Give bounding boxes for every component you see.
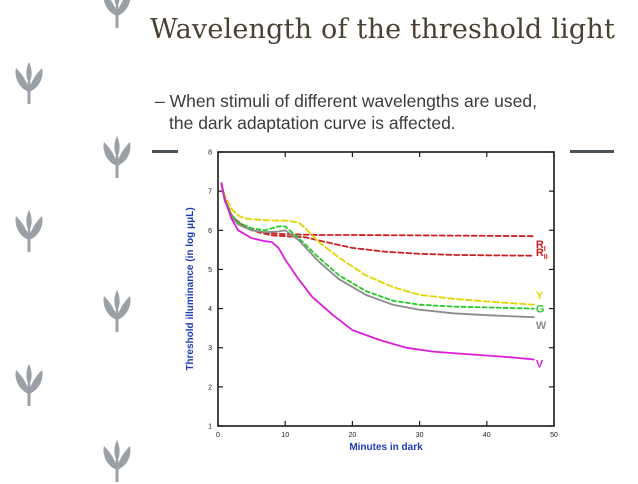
- y-tick-label: 1: [208, 424, 212, 431]
- leaf-sprig-icon: [15, 62, 43, 104]
- divider-left: [152, 150, 192, 153]
- leaf-sprig-icon: [15, 210, 43, 252]
- x-tick-label: 40: [483, 432, 491, 439]
- bullet-text: – When stimuli of different wavelengths …: [155, 90, 625, 134]
- leaf-sprig-icon: [103, 136, 131, 178]
- y-tick-label: 4: [208, 306, 212, 313]
- plot-frame: [217, 151, 555, 427]
- series-label-g: G: [536, 304, 545, 316]
- y-axis-label: Threshold illuminance (in log μμL): [185, 207, 196, 370]
- y-tick-label: 7: [208, 189, 212, 196]
- leaf-sprig-icon: [103, 0, 131, 28]
- x-tick-label: 10: [281, 432, 289, 439]
- x-tick-label: 50: [550, 432, 558, 439]
- series-line-w: [220, 182, 535, 319]
- x-tick-label: 20: [349, 432, 357, 439]
- y-tick-label: 3: [208, 345, 212, 352]
- bullet-dash: –: [155, 91, 165, 111]
- divider-right: [570, 150, 614, 153]
- series-line-ri: [220, 182, 535, 238]
- leaf-sprig-icon: [103, 440, 131, 482]
- series-line-v: [220, 182, 535, 361]
- y-tick-label: 5: [208, 267, 212, 274]
- leaf-sprig-icon: [15, 364, 43, 406]
- series-line-g: [220, 182, 535, 310]
- series-label-y: Y: [536, 290, 544, 302]
- decorative-leaf-column: [0, 0, 140, 482]
- x-axis-label: Minutes in dark: [349, 442, 423, 452]
- slide-title: Wavelength of the threshold light: [150, 14, 615, 45]
- series-label-w: W: [536, 320, 547, 332]
- series-line-rii: [220, 182, 535, 257]
- leaf-sprig-icon: [103, 290, 131, 332]
- bullet-line-1-text: When stimuli of different wavelengths ar…: [169, 91, 537, 111]
- series-label-v: V: [536, 358, 544, 370]
- y-tick-label: 6: [208, 228, 212, 235]
- x-tick-label: 30: [416, 432, 424, 439]
- series-label-ri: RI: [536, 239, 546, 253]
- y-tick-label: 2: [208, 384, 212, 391]
- y-tick-label: 8: [208, 150, 212, 157]
- series-line-y: [220, 182, 535, 306]
- series-label-subscript: I: [544, 246, 546, 253]
- dark-adaptation-chart: 0 10 20 30 40 50 1 2 3 4 5 6 7 8 Minutes in dark Thresh…: [178, 140, 570, 452]
- series-label-subscript: II: [544, 254, 548, 261]
- x-tick-label: 0: [216, 432, 220, 439]
- series-label-rii: RII: [536, 247, 548, 261]
- bullet-line-2: the dark adaptation curve is affected.: [169, 113, 456, 133]
- bullet-line-1: – When stimuli of different wavelengths …: [155, 90, 625, 112]
- chart-svg: 0 10 20 30 40 50 1 2 3 4 5 6 7 8 Minutes in dark Thresh…: [185, 150, 558, 453]
